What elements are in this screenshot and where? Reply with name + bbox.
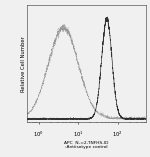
Y-axis label: Relative Cell Number: Relative Cell Number xyxy=(21,36,26,92)
X-axis label: APC  N-=2-TNFHS-ID
:Antiisotype control: APC N-=2-TNFHS-ID :Antiisotype control xyxy=(64,141,108,149)
